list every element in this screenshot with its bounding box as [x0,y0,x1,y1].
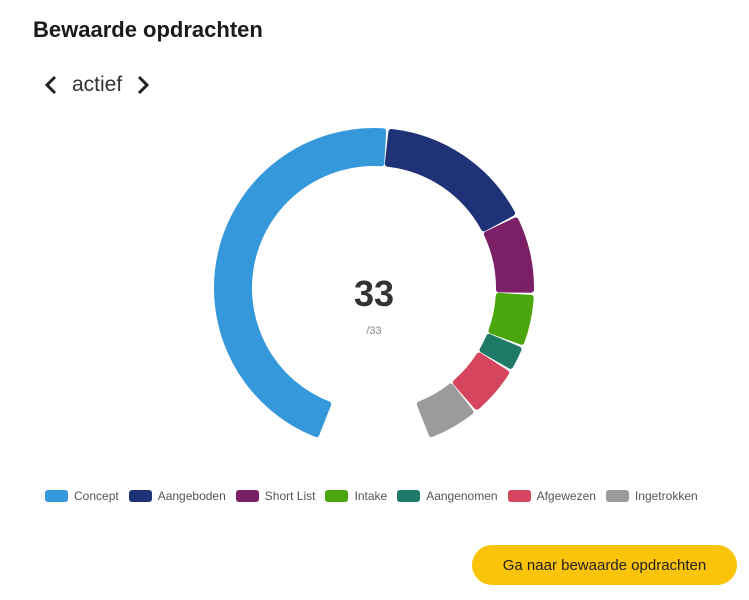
legend-swatch [45,490,68,502]
chevron-left-icon[interactable] [40,70,62,100]
legend-item[interactable]: Concept [45,489,119,503]
segment-aangenomen[interactable] [479,333,522,369]
legend-label: Aangenomen [426,489,498,503]
segment-ingetrokken[interactable] [416,383,474,438]
legend-item[interactable]: Intake [325,489,387,503]
status-label: actief [72,73,123,96]
status-navigator: actief [40,70,154,100]
chevron-right-icon[interactable] [132,70,154,100]
center-value: 33 [354,273,394,314]
chart-legend: Concept Aangeboden Short List Intake Aangeno… [45,489,698,503]
legend-item[interactable]: Ingetrokken [605,489,698,503]
segment-aangeboden[interactable] [384,128,516,232]
legend-item[interactable]: Aangenomen [397,489,498,503]
page-title: Bewaarde opdrachten [33,17,263,42]
legend-swatch [397,490,421,502]
segment-concept[interactable] [214,128,387,438]
center-subvalue: /33 [366,325,381,337]
legend-label: Intake [354,489,388,503]
legend-label: Short List [264,489,316,503]
legend-label: Afgewezen [536,489,596,503]
legend-swatch [507,490,531,502]
go-to-saved-jobs-button[interactable]: Ga naar bewaarde opdrachten [472,545,737,585]
donut-chart: 33 /33 [214,128,534,438]
segment-short-list[interactable] [483,217,534,293]
segment-afgewezen[interactable] [452,352,510,410]
legend-item[interactable]: Afgewezen [507,489,596,503]
segment-intake[interactable] [488,292,534,345]
legend-item[interactable]: Aangeboden [128,489,226,503]
legend-item[interactable]: Short List [235,489,316,503]
legend-label: Aangeboden [157,489,226,503]
legend-swatch [605,490,629,502]
legend-swatch [325,490,349,502]
legend-label: Ingetrokken [634,489,698,503]
legend-swatch [128,490,152,502]
legend-label: Concept [74,489,119,503]
legend-swatch [235,490,259,502]
